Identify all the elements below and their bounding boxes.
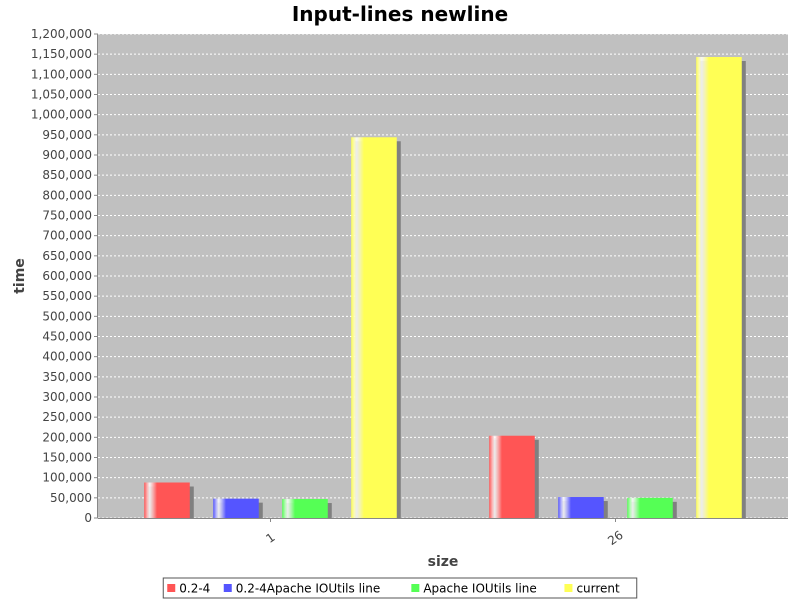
bar-0-2-4apache-ioutils-line-26 — [558, 497, 604, 518]
x-axis-title: size — [428, 554, 459, 570]
y-tick-label: 1,000,000 — [31, 108, 92, 122]
y-tick-label: 350,000 — [42, 370, 92, 384]
bar-0-2-4apache-ioutils-line-1 — [213, 498, 259, 518]
bar-0-2-4-26 — [489, 435, 535, 518]
y-tick-label: 100,000 — [42, 471, 92, 485]
y-tick-label: 800,000 — [42, 188, 92, 202]
y-tick-label: 150,000 — [42, 451, 92, 465]
y-tick-label: 300,000 — [42, 390, 92, 404]
legend-label: current — [576, 582, 620, 596]
legend-label: 0.2-4Apache IOUtils line — [236, 582, 381, 596]
legend-label: 0.2-4 — [179, 582, 210, 596]
y-tick-label: 850,000 — [42, 168, 92, 182]
legend-swatch — [564, 584, 573, 592]
y-tick-label: 750,000 — [42, 209, 92, 223]
legend-box — [162, 577, 638, 599]
y-tick-label: 900,000 — [42, 148, 92, 162]
chart-title: Input-lines newline — [292, 2, 508, 26]
y-tick-label: 1,050,000 — [31, 88, 92, 102]
x-tick-label: 1 — [263, 530, 277, 546]
legend: 0.2-4 0.2-4Apache IOUtils line Apache IOUt… — [162, 577, 638, 599]
y-tick-label: 200,000 — [42, 430, 92, 444]
bars — [144, 56, 746, 519]
y-tick-label: 500,000 — [42, 309, 92, 323]
legend-swatch — [167, 584, 176, 592]
bar-apache-ioutils-line-1 — [282, 499, 328, 518]
y-tick-label: 250,000 — [42, 410, 92, 424]
x-tick-label: 26 — [605, 528, 626, 548]
y-tick-label: 450,000 — [42, 330, 92, 344]
y-tick-label: 700,000 — [42, 229, 92, 243]
y-tick-label: 0 — [84, 511, 92, 525]
legend-swatch — [223, 584, 232, 592]
y-tick-label: 1,150,000 — [31, 47, 92, 61]
bar-apache-ioutils-line-26 — [627, 497, 673, 518]
y-axis-title: time — [12, 258, 28, 294]
bar-current-26 — [696, 56, 742, 519]
y-tick-label: 550,000 — [42, 289, 92, 303]
legend-label: Apache IOUtils line — [423, 582, 536, 596]
y-tick-label: 400,000 — [42, 350, 92, 364]
y-tick-label: 1,100,000 — [31, 67, 92, 81]
y-tick-label: 50,000 — [50, 491, 92, 505]
bar-0-2-4-1 — [144, 482, 190, 518]
y-tick-label: 1,200,000 — [31, 27, 92, 41]
y-tick-label: 600,000 — [42, 269, 92, 283]
bar-current-1 — [351, 137, 397, 518]
legend-swatch — [411, 584, 420, 592]
y-tick-label: 950,000 — [42, 128, 92, 142]
y-tick-label: 650,000 — [42, 249, 92, 263]
